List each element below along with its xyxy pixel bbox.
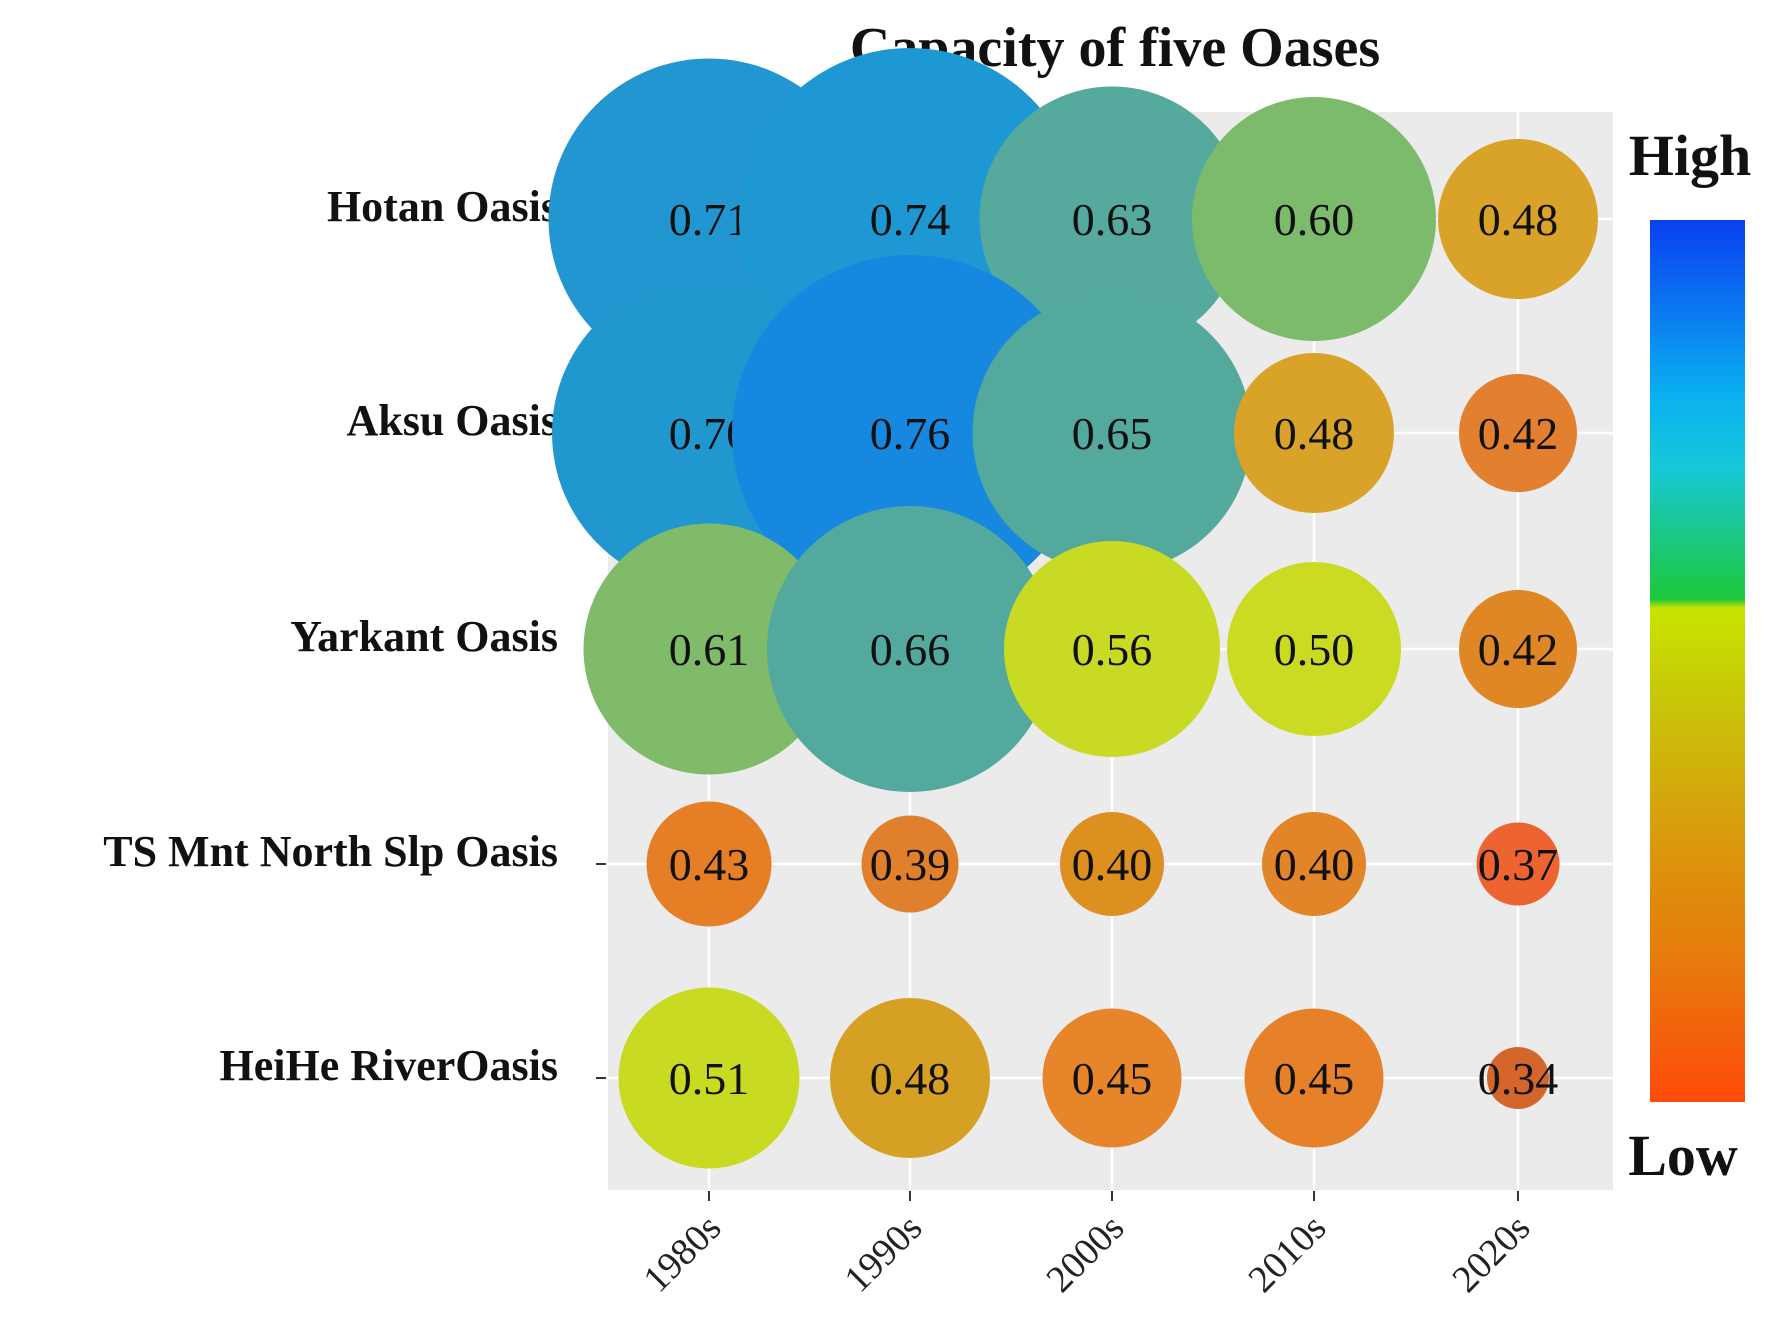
data-label: 0.45 — [1274, 1053, 1355, 1104]
bubble — [979, 86, 1245, 352]
bubble — [1244, 1008, 1384, 1148]
x-axis-labels: 1980s 1990s 2000s 2010s 2020s — [635, 1207, 1538, 1301]
bubble — [767, 506, 1053, 792]
bubble — [830, 998, 990, 1158]
bubble — [1234, 353, 1394, 513]
bubbles: 0.71 0.74 0.63 0.60 0.480.70 0.76 0.65 0.48 0.42… — [548, 48, 1598, 1169]
bubble — [972, 293, 1252, 573]
x-tick-label: 2000s — [1038, 1207, 1132, 1301]
y-axis-labels: Hotan Oasis Aksu Oasis Yarkant Oasis TS Mnt… — [103, 182, 558, 1090]
data-label: 0.66 — [870, 624, 951, 675]
legend-high-label: High — [1629, 123, 1752, 188]
y-tick-label: Yarkant Oasis — [290, 612, 558, 661]
bubble — [1192, 97, 1436, 341]
data-label: 0.63 — [1072, 194, 1153, 245]
bubble — [1060, 812, 1164, 916]
bubble — [1459, 374, 1577, 492]
bubble — [861, 815, 959, 913]
data-label: 0.42 — [1478, 408, 1559, 459]
x-tick-label: 2010s — [1240, 1207, 1334, 1301]
bubble — [1487, 1047, 1549, 1109]
x-tick-label: 1980s — [635, 1207, 729, 1301]
data-label: 0.71 — [669, 194, 750, 245]
data-label: 0.65 — [1072, 408, 1153, 459]
data-label: 0.45 — [1072, 1053, 1153, 1104]
bubble — [1459, 590, 1577, 708]
data-label: 0.40 — [1072, 839, 1153, 890]
data-label: 0.48 — [1274, 408, 1355, 459]
y-tick-label: Hotan Oasis — [327, 182, 558, 231]
bubble — [1476, 822, 1560, 906]
data-label: 0.74 — [870, 194, 951, 245]
data-label: 0.56 — [1072, 624, 1153, 675]
y-tick-label: TS Mnt North Slp Oasis — [103, 827, 558, 876]
legend-colorbar — [1650, 220, 1745, 1102]
bubble — [583, 523, 835, 775]
bubble — [1227, 562, 1401, 736]
color-legend: High Low — [1628, 123, 1751, 1188]
data-label: 0.51 — [669, 1053, 750, 1104]
y-tick-label: Aksu Oasis — [346, 396, 558, 445]
data-label: 0.43 — [669, 839, 750, 890]
bubble — [1438, 139, 1598, 299]
x-tick-label: 2020s — [1444, 1207, 1538, 1301]
data-label: 0.76 — [870, 408, 951, 459]
data-label: 0.50 — [1274, 624, 1355, 675]
data-label: 0.48 — [1478, 194, 1559, 245]
bubble — [1004, 541, 1220, 757]
bubble — [732, 255, 1088, 611]
data-label: 0.37 — [1478, 839, 1559, 890]
bubble — [646, 801, 772, 927]
data-label: 0.61 — [669, 624, 750, 675]
bubble — [1042, 1008, 1182, 1148]
data-label: 0.34 — [1478, 1053, 1559, 1104]
data-label: 0.40 — [1274, 839, 1355, 890]
data-label: 0.42 — [1478, 624, 1559, 675]
y-tick-label: HeiHe RiverOasis — [220, 1041, 559, 1090]
data-label: 0.48 — [870, 1053, 951, 1104]
data-label: 0.60 — [1274, 194, 1355, 245]
data-label: 0.39 — [870, 839, 951, 890]
bubble — [618, 987, 800, 1169]
bubble — [1262, 812, 1366, 916]
legend-low-label: Low — [1628, 1123, 1738, 1188]
x-tick-label: 1990s — [836, 1207, 930, 1301]
